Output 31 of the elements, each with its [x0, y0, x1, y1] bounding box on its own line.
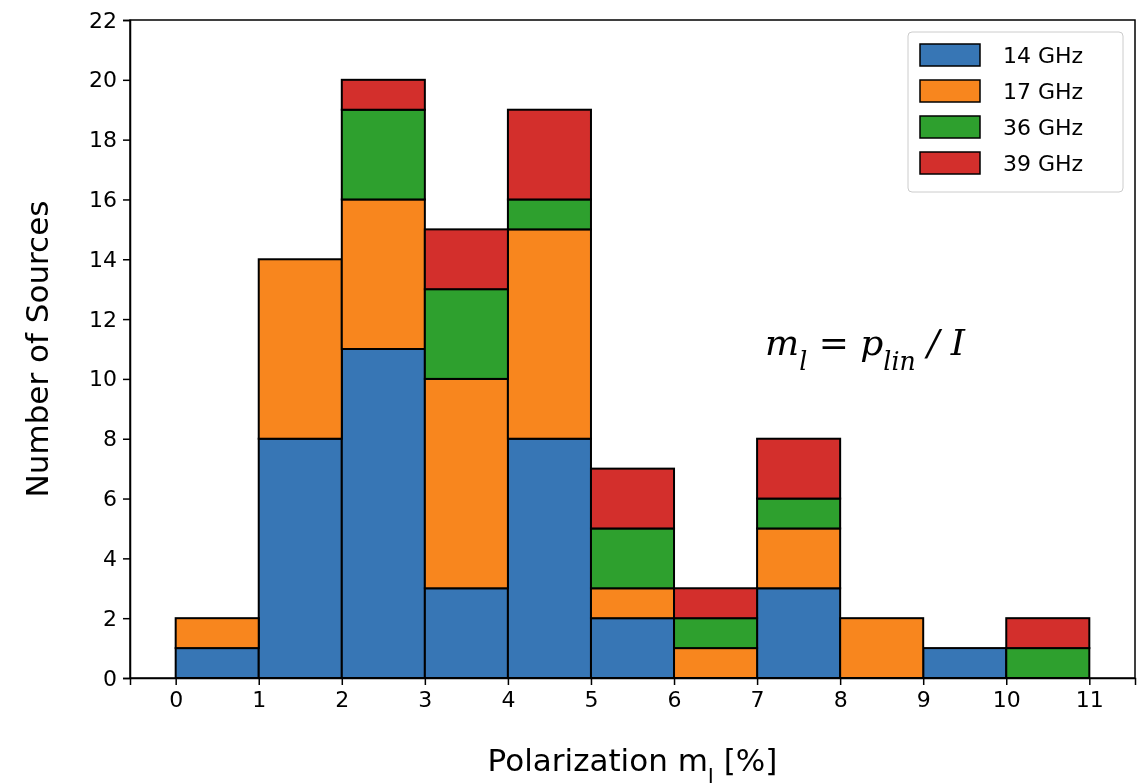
x-tick-label: 7: [750, 686, 765, 712]
x-tick-label: 9: [916, 686, 931, 712]
y-tick-label: 8: [103, 426, 117, 452]
x-tick-label: 11: [1075, 686, 1104, 712]
x-tick-label: 0: [169, 686, 184, 712]
x-tick-label: 3: [418, 686, 433, 712]
y-tick-label: 16: [89, 186, 117, 212]
annotation: m$_{l}$ = p$_{lin}$ / I: [765, 322, 966, 376]
legend-label: 39 GHz: [1003, 151, 1084, 176]
y-tick-label: 10: [89, 366, 117, 392]
legend-label: 36 GHz: [1003, 115, 1084, 140]
x-tick-label: 4: [501, 686, 516, 712]
y-tick-label: 12: [89, 306, 117, 332]
y-tick-label: 6: [103, 486, 117, 512]
y-axis-title: Number of Sources: [19, 200, 55, 498]
y-tick-label: 0: [103, 665, 117, 691]
legend-label: 17 GHz: [1003, 79, 1084, 104]
y-tick-label: 22: [89, 7, 117, 33]
x-axis-title: Polarization m$_{l}$ [%]: [487, 742, 778, 783]
x-tick-label: 6: [667, 686, 682, 712]
x-tick-label: 10: [992, 686, 1021, 712]
y-tick-label: 4: [103, 545, 117, 571]
y-tick-label: 2: [103, 605, 117, 631]
x-tick-label: 1: [252, 686, 267, 712]
y-tick-label: 14: [89, 246, 117, 272]
x-tick-label: 2: [335, 686, 350, 712]
legend-label: 14 GHz: [1003, 43, 1084, 68]
x-tick-label: 8: [833, 686, 848, 712]
y-tick-label: 18: [89, 127, 117, 153]
y-tick-label: 20: [89, 67, 117, 93]
x-tick-label: 5: [584, 686, 599, 712]
